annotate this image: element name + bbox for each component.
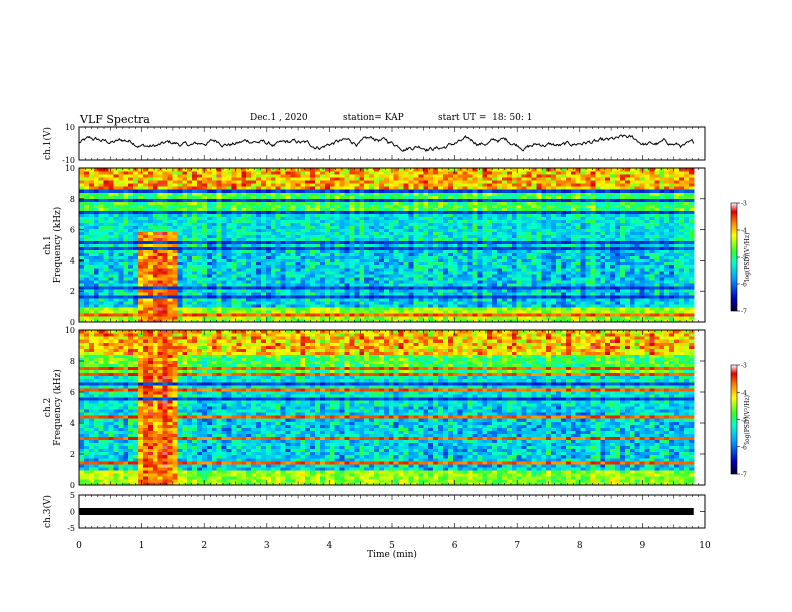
colorbar-tick-label: -5 bbox=[741, 417, 747, 424]
colorbar-tick-label: -3 bbox=[741, 363, 747, 370]
y-tick-label: 5 bbox=[70, 491, 75, 500]
y-axis-label: ch.1(V) bbox=[42, 127, 53, 160]
y-tick-label: 6 bbox=[70, 226, 75, 235]
colorbar-tick-label: -6 bbox=[741, 282, 747, 289]
colorbar-tick-label: -3 bbox=[741, 201, 747, 208]
channel-label: ch.1 bbox=[43, 235, 53, 254]
colorbar bbox=[730, 202, 738, 312]
y-axis-label: Frequency (kHz) bbox=[52, 207, 63, 284]
ch1-signal-line bbox=[78, 134, 695, 153]
x-axis-label: Time (min) bbox=[367, 549, 417, 560]
y-tick-label: 0 bbox=[70, 481, 75, 490]
y-tick-label: 6 bbox=[70, 388, 75, 397]
y-tick-label: 0 bbox=[70, 508, 75, 517]
colorbar-tick-label: -7 bbox=[741, 309, 747, 316]
station-label: station= KAP bbox=[343, 113, 404, 123]
x-tick-label: 3 bbox=[264, 541, 270, 551]
y-tick-label: 10 bbox=[65, 123, 75, 132]
ch3-signal-band bbox=[79, 508, 694, 515]
colorbar-tick-label: -4 bbox=[741, 390, 747, 397]
channel-label: ch.2 bbox=[43, 398, 53, 417]
y-axis-label: Frequency (kHz) bbox=[52, 369, 63, 446]
x-tick-label: 8 bbox=[577, 541, 583, 551]
date-label: Dec.1 , 2020 bbox=[250, 113, 308, 123]
x-tick-label: 6 bbox=[452, 541, 458, 551]
y-tick-label: 0 bbox=[70, 318, 75, 327]
x-tick-label: 0 bbox=[76, 541, 82, 551]
colorbar bbox=[730, 364, 738, 475]
start-time-label: start UT = 18: 50: 1 bbox=[438, 113, 533, 123]
y-tick-label: 10 bbox=[65, 164, 75, 173]
x-tick-label: 1 bbox=[139, 541, 145, 551]
y-tick-label: -10 bbox=[62, 156, 75, 165]
colorbar-tick-label: -6 bbox=[741, 444, 747, 451]
x-tick-label: 9 bbox=[640, 541, 646, 551]
colorbar-tick-label: -5 bbox=[741, 255, 747, 262]
chart-title: VLF Spectra bbox=[80, 113, 150, 126]
y-tick-label: 8 bbox=[70, 357, 75, 366]
y-tick-label: 2 bbox=[70, 287, 75, 296]
x-tick-label: 2 bbox=[201, 541, 207, 551]
y-tick-label: 10 bbox=[65, 326, 75, 335]
x-tick-label: 10 bbox=[699, 541, 711, 551]
y-tick-label: 2 bbox=[70, 450, 75, 459]
colorbar-label: log(PSD)(V²/Hz) bbox=[744, 233, 751, 282]
y-tick-label: 4 bbox=[70, 419, 75, 428]
x-tick-label: 4 bbox=[327, 541, 333, 551]
colorbar-label: log(PSD)(V²/Hz) bbox=[744, 395, 751, 444]
y-axis-label: ch.3(V) bbox=[42, 495, 53, 528]
spectrogram-ch2 bbox=[79, 330, 695, 486]
y-tick-label: 4 bbox=[70, 256, 75, 265]
colorbar-tick-label: -7 bbox=[741, 472, 747, 479]
y-tick-label: -5 bbox=[67, 524, 75, 533]
x-tick-label: 7 bbox=[514, 541, 520, 551]
colorbar-tick-label: -4 bbox=[741, 228, 747, 235]
y-tick-label: 8 bbox=[70, 195, 75, 204]
spectrogram-ch1 bbox=[79, 168, 695, 323]
x-tick-label: 5 bbox=[389, 541, 395, 551]
